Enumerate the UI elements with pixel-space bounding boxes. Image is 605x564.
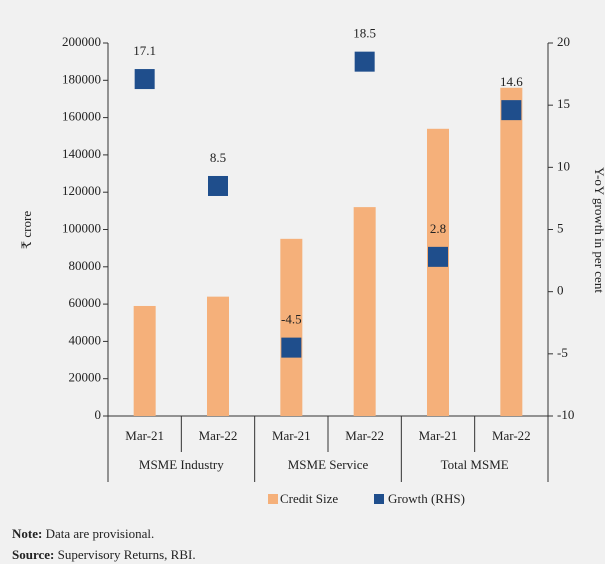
bar xyxy=(207,296,229,416)
growth-marker xyxy=(208,175,228,196)
bar xyxy=(500,87,523,416)
y2-axis-label: Y-oY growth in per cent xyxy=(592,167,605,293)
y-tick-label: 80000 xyxy=(69,258,102,273)
legend-label: Credit Size xyxy=(280,491,338,506)
data-label: 18.5 xyxy=(353,26,376,41)
y-tick-label: 40000 xyxy=(69,332,102,347)
group-label: Total MSME xyxy=(441,457,509,472)
bar xyxy=(427,128,449,417)
growth-marker xyxy=(501,100,522,121)
bar xyxy=(133,305,156,416)
note: Note: Data are provisional. xyxy=(12,526,154,541)
data-label: 17.1 xyxy=(133,43,156,58)
y2-tick-label: 15 xyxy=(557,96,570,111)
x-tick-label: Mar-21 xyxy=(272,428,311,443)
y-tick-label: 180000 xyxy=(62,71,101,86)
y2-tick-label: 20 xyxy=(557,34,570,49)
y-tick-label: 100000 xyxy=(62,220,101,235)
y-tick-label: 160000 xyxy=(62,109,101,124)
bar xyxy=(280,238,303,416)
bar xyxy=(353,207,376,416)
y2-tick-label: 10 xyxy=(557,158,570,173)
x-tick-label: Mar-22 xyxy=(492,428,531,443)
y-tick-label: 0 xyxy=(95,407,102,422)
x-tick-label: Mar-21 xyxy=(125,428,164,443)
data-label: 8.5 xyxy=(210,150,226,165)
growth-marker xyxy=(428,246,448,267)
source: Source: Supervisory Returns, RBI. xyxy=(12,547,196,562)
y2-tick-label: 0 xyxy=(557,283,564,298)
y-tick-label: 140000 xyxy=(62,146,101,161)
y-tick-label: 120000 xyxy=(62,183,101,198)
legend-swatch xyxy=(374,494,384,504)
growth-marker xyxy=(134,69,155,90)
x-tick-label: Mar-21 xyxy=(419,428,458,443)
growth-marker xyxy=(281,337,302,358)
source-label: Source: xyxy=(12,547,54,562)
y2-tick-label: -10 xyxy=(557,407,574,422)
y2-tick-label: 5 xyxy=(557,220,564,235)
data-label: 2.8 xyxy=(430,221,446,236)
y-tick-label: 20000 xyxy=(69,370,102,385)
data-label: 14.6 xyxy=(500,74,523,89)
group-label: MSME Service xyxy=(288,457,369,472)
note-label: Note: xyxy=(12,526,42,541)
data-label: -4.5 xyxy=(281,312,302,327)
note-text: Data are provisional. xyxy=(46,526,155,541)
legend-swatch xyxy=(268,494,278,504)
source-text: Supervisory Returns, RBI. xyxy=(58,547,196,562)
growth-marker xyxy=(354,51,375,72)
y-axis-label: ₹ crore xyxy=(19,211,34,249)
y-tick-label: 200000 xyxy=(62,34,101,49)
group-label: MSME Industry xyxy=(139,457,224,472)
x-tick-label: Mar-22 xyxy=(345,428,384,443)
y2-tick-label: -5 xyxy=(557,345,568,360)
legend-label: Growth (RHS) xyxy=(388,491,465,506)
y-tick-label: 60000 xyxy=(69,295,102,310)
x-tick-label: Mar-22 xyxy=(199,428,238,443)
